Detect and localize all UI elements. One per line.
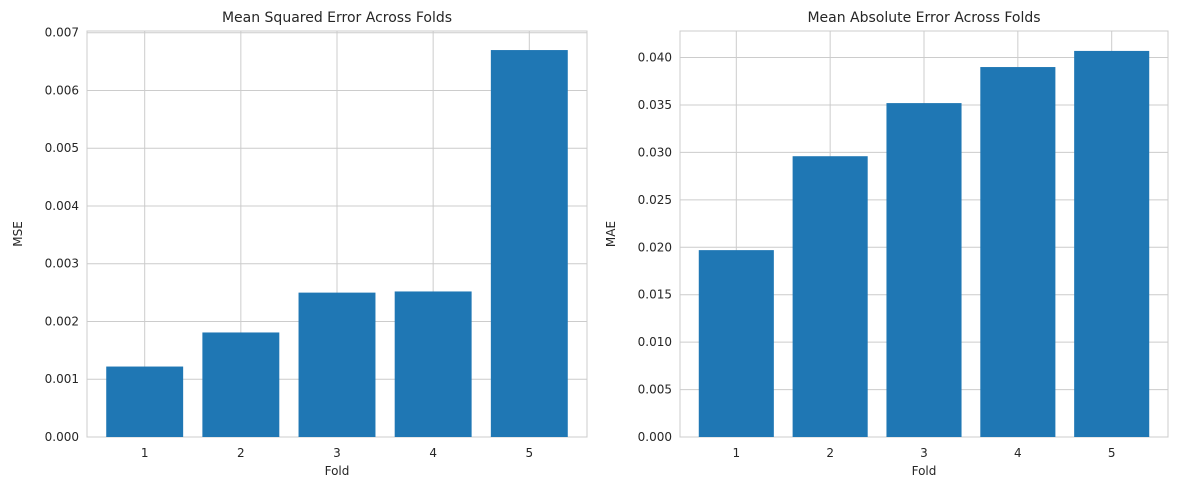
mae-y-axis-label: MAE: [604, 221, 618, 247]
mse-xtick-label: 5: [525, 446, 533, 460]
mae-ytick-label: 0.020: [638, 240, 672, 254]
mae-ytick-label: 0.000: [638, 430, 672, 444]
mae-ytick-label: 0.035: [638, 98, 672, 112]
mse-ytick-label: 0.005: [45, 141, 79, 155]
mse-xtick-label: 2: [237, 446, 245, 460]
mae-xtick-label: 1: [732, 446, 740, 460]
mse-bar-fold-3: [298, 292, 376, 437]
mse-chart: 0.000 0.001 0.002 0.003 0.004 0.005 0.006 0.007…: [11, 10, 588, 478]
mae-x-axis-label: Fold: [912, 464, 937, 478]
mae-bar-fold-3: [886, 103, 962, 438]
mae-xtick-label: 2: [826, 446, 834, 460]
mae-xtick-label: 3: [920, 446, 928, 460]
mae-ytick-label: 0.010: [638, 335, 672, 349]
mse-ytick-label: 0.007: [45, 26, 79, 40]
mse-xtick-label: 3: [333, 446, 341, 460]
mae-ytick-label: 0.040: [638, 51, 672, 65]
mae-xtick-label: 5: [1108, 446, 1116, 460]
mae-ytick-label: 0.015: [638, 288, 672, 302]
mse-xtick-label: 4: [429, 446, 437, 460]
mae-xtick-label: 4: [1014, 446, 1022, 460]
mse-ytick-label: 0.001: [45, 372, 79, 386]
mae-chart-title: Mean Absolute Error Across Folds: [807, 10, 1040, 26]
mse-bar-fold-2: [202, 332, 280, 437]
mse-bar-fold-1: [106, 366, 184, 437]
mae-bar-fold-1: [698, 250, 774, 437]
mse-chart-title: Mean Squared Error Across Folds: [222, 10, 452, 26]
mse-y-axis-label: MSE: [11, 221, 25, 247]
mse-bar-fold-5: [490, 50, 568, 438]
mae-ytick-label: 0.025: [638, 193, 672, 207]
mse-x-axis-label: Fold: [325, 464, 350, 478]
mse-ytick-label: 0.002: [45, 314, 79, 328]
mae-ytick-label: 0.030: [638, 145, 672, 159]
mse-ytick-label: 0.003: [45, 257, 79, 271]
mae-bar-fold-4: [980, 67, 1056, 438]
mae-chart: 0.000 0.005 0.010 0.015 0.020 0.025 0.030 0.035…: [604, 10, 1169, 478]
mae-bar-fold-5: [1074, 50, 1150, 437]
mse-xtick-label: 1: [141, 446, 149, 460]
mae-bar-fold-2: [792, 156, 868, 437]
mae-ytick-label: 0.005: [638, 383, 672, 397]
mse-ytick-label: 0.004: [45, 199, 79, 213]
mse-bar-fold-4: [394, 291, 472, 437]
mse-ytick-label: 0.006: [45, 83, 79, 97]
mse-ytick-label: 0.000: [45, 430, 79, 444]
